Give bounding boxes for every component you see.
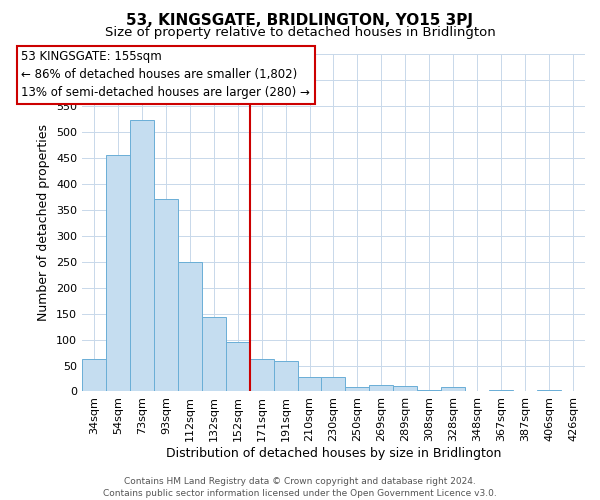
Text: Contains HM Land Registry data © Crown copyright and database right 2024.
Contai: Contains HM Land Registry data © Crown c… — [103, 476, 497, 498]
Bar — [106, 155, 130, 392]
Bar — [370, 385, 394, 392]
Bar — [418, 390, 441, 392]
Bar — [298, 378, 322, 392]
Bar — [274, 362, 298, 392]
Bar — [130, 120, 154, 392]
Bar — [202, 317, 226, 392]
Text: 53, KINGSGATE, BRIDLINGTON, YO15 3PJ: 53, KINGSGATE, BRIDLINGTON, YO15 3PJ — [127, 12, 473, 28]
Bar — [346, 388, 370, 392]
Bar — [489, 390, 513, 392]
Bar — [250, 360, 274, 392]
Bar — [322, 377, 346, 392]
Text: 53 KINGSGATE: 155sqm
← 86% of detached houses are smaller (1,802)
13% of semi-de: 53 KINGSGATE: 155sqm ← 86% of detached h… — [22, 50, 310, 100]
Bar — [537, 390, 561, 392]
Bar — [394, 386, 418, 392]
Text: Size of property relative to detached houses in Bridlington: Size of property relative to detached ho… — [104, 26, 496, 39]
Bar — [226, 342, 250, 392]
Bar — [178, 262, 202, 392]
Bar — [154, 200, 178, 392]
X-axis label: Distribution of detached houses by size in Bridlington: Distribution of detached houses by size … — [166, 447, 501, 460]
Bar — [441, 388, 465, 392]
Bar — [82, 360, 106, 392]
Y-axis label: Number of detached properties: Number of detached properties — [37, 124, 50, 321]
